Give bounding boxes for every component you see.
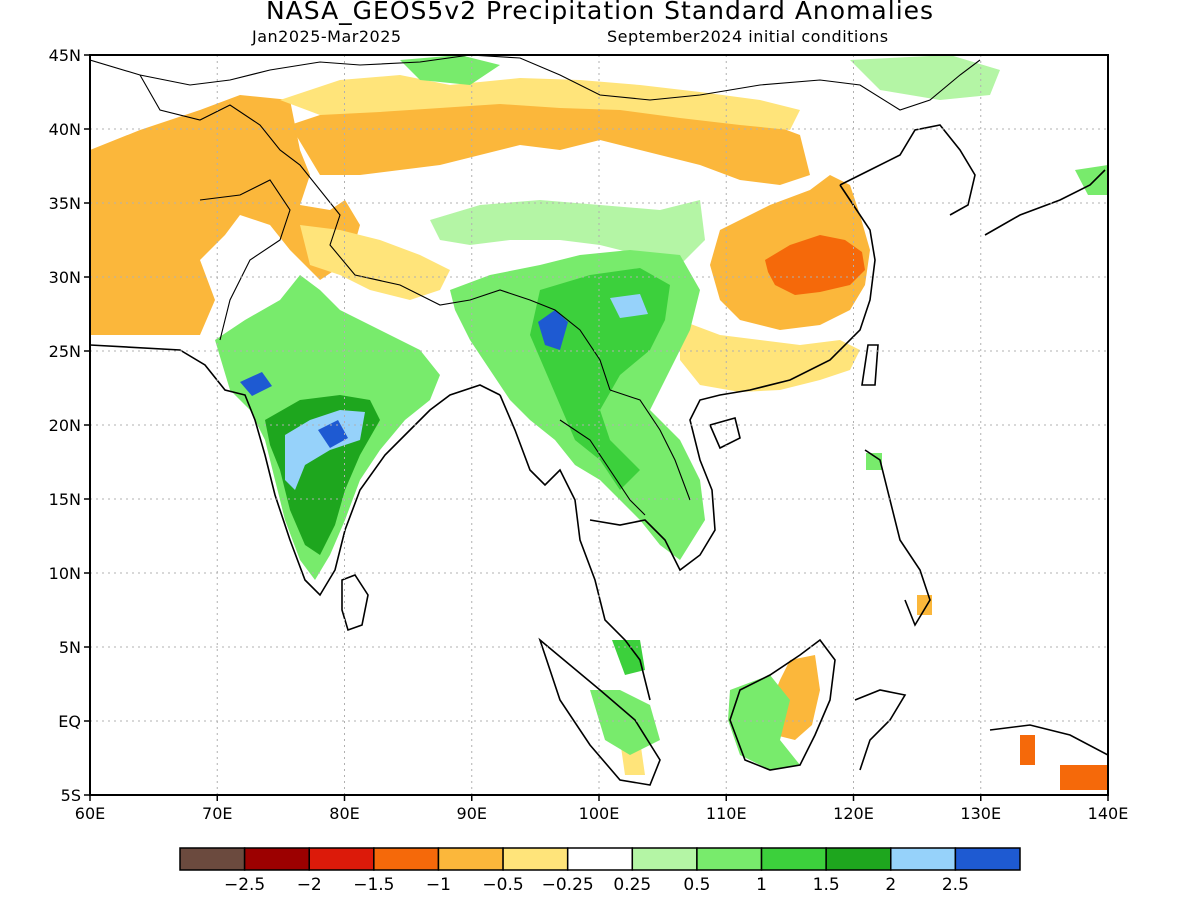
papua-dry xyxy=(1020,735,1035,765)
colorbar-swatch xyxy=(825,847,892,871)
colorbar-label: 2 xyxy=(885,875,896,895)
lat-label: 45N xyxy=(49,46,81,65)
lat-label: EQ xyxy=(58,712,81,731)
anomaly-field xyxy=(90,55,1108,790)
philippines-wet xyxy=(866,453,882,470)
north-wet xyxy=(400,55,500,85)
colorbar-swatch xyxy=(631,847,698,871)
forecast-period: Jan2025-Mar2025 xyxy=(252,27,402,46)
timor-dry xyxy=(1060,765,1108,790)
initial-conditions-label: September2024 initial conditions xyxy=(607,27,889,46)
india-blue-spot-1 xyxy=(318,420,348,448)
colorbar-swatch xyxy=(954,847,1021,871)
lat-label: 5N xyxy=(59,638,81,657)
colorbar-swatch xyxy=(179,847,246,871)
colorbar-swatch xyxy=(760,847,827,871)
korea-wet xyxy=(1075,165,1108,195)
north-wet-2 xyxy=(850,55,1000,100)
colorbar-label: 0.25 xyxy=(613,875,651,895)
himalaya-dry xyxy=(300,225,450,300)
lat-label: 30N xyxy=(49,268,81,287)
myanmar-peak-wet xyxy=(538,310,568,350)
laos-vietnam xyxy=(609,389,691,501)
colorbar-label: 2.5 xyxy=(942,875,969,895)
axis-ticks xyxy=(84,54,1109,801)
colorbar-labels: −2.5 −2 −1.5 −1 −0.5 −0.25 0.25 0.5 1 1.5 2 2.5 xyxy=(224,875,969,895)
colorbar-label: 0.5 xyxy=(683,875,710,895)
central-asia-borders xyxy=(139,74,611,391)
gulf-thailand xyxy=(589,184,876,572)
lon-label: 100E xyxy=(579,804,620,823)
sumatra-wet xyxy=(590,690,660,755)
lat-label: 40N xyxy=(49,120,81,139)
colorbar-label: −1 xyxy=(426,875,451,895)
indochina-coast xyxy=(499,394,651,701)
yunnan-peak xyxy=(610,294,648,318)
lon-label: 120E xyxy=(833,804,874,823)
hainan xyxy=(708,417,741,450)
lon-label: 70E xyxy=(202,804,232,823)
colorbar-swatch xyxy=(566,847,634,871)
colorbar-label: −0.25 xyxy=(542,875,594,895)
taiwan xyxy=(861,344,879,386)
mongolia-dry xyxy=(280,75,800,130)
russia-border xyxy=(90,55,981,111)
lat-label: 10N xyxy=(49,564,81,583)
colorbar-swatch xyxy=(437,847,504,871)
india-blue-spot-2 xyxy=(240,372,272,396)
western-central-asia-dry xyxy=(90,95,360,335)
lat-label: 5S xyxy=(61,786,81,805)
lat-label: 35N xyxy=(49,194,81,213)
colorbar-label: −2 xyxy=(297,875,322,895)
lon-label: 140E xyxy=(1088,804,1129,823)
lat-label: 25N xyxy=(49,342,81,361)
map-title: NASA_GEOS5v2 Precipitation Standard Anom… xyxy=(265,0,935,25)
colorbar-label: −1.5 xyxy=(353,875,394,895)
colorbar-swatch xyxy=(502,847,569,871)
afghanistan-pakistan xyxy=(199,179,291,341)
colorbar-swatch xyxy=(243,847,310,871)
south-china-dry xyxy=(680,320,860,392)
colorbar-label: −2.5 xyxy=(224,875,265,895)
country-borders xyxy=(90,55,981,516)
grid-lines xyxy=(90,55,1108,795)
coastlines xyxy=(90,124,1108,786)
lon-label: 110E xyxy=(706,804,747,823)
myanmar-thailand xyxy=(559,419,646,516)
lon-label: 60E xyxy=(75,804,105,823)
borneo xyxy=(729,638,836,771)
colorbar-label: 1.5 xyxy=(813,875,840,895)
east-china-core-dry xyxy=(765,235,865,295)
latitude-labels: 45N 40N 35N 30N 25N 20N 15N 10N 5N EQ 5S xyxy=(49,46,81,805)
lon-label: 90E xyxy=(457,804,487,823)
colorbar-label: −0.5 xyxy=(482,875,523,895)
colorbar-swatch xyxy=(890,847,957,871)
lat-label: 20N xyxy=(49,416,81,435)
sulawesi xyxy=(854,689,907,771)
borneo-wet xyxy=(728,675,800,770)
india-peak-wet xyxy=(285,410,365,490)
lon-label: 80E xyxy=(329,804,359,823)
philippines-dry xyxy=(917,595,932,615)
philippines xyxy=(864,449,931,627)
colorbar-swatch xyxy=(696,847,763,871)
colorbar xyxy=(179,847,1021,871)
india-coastline xyxy=(90,344,501,597)
longitude-labels: 60E 70E 80E 90E 100E 110E 120E 130E 140E xyxy=(75,804,1129,823)
colorbar-swatch xyxy=(308,847,375,871)
japan xyxy=(984,169,1106,236)
lon-label: 130E xyxy=(960,804,1001,823)
colorbar-label: 1 xyxy=(756,875,767,895)
colorbar-swatch xyxy=(373,847,440,871)
tibet-wet xyxy=(430,200,705,265)
new-guinea xyxy=(989,724,1108,756)
malaya-wet xyxy=(612,640,645,675)
sumatra xyxy=(538,637,661,786)
sri-lanka xyxy=(341,574,369,632)
lat-label: 15N xyxy=(49,490,81,509)
china-north-coast xyxy=(839,124,976,216)
